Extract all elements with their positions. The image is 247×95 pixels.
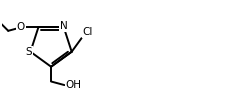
- Text: S: S: [26, 47, 32, 57]
- Text: OH: OH: [65, 80, 81, 90]
- Text: Cl: Cl: [82, 27, 93, 37]
- Text: O: O: [17, 21, 25, 32]
- Text: N: N: [60, 21, 68, 31]
